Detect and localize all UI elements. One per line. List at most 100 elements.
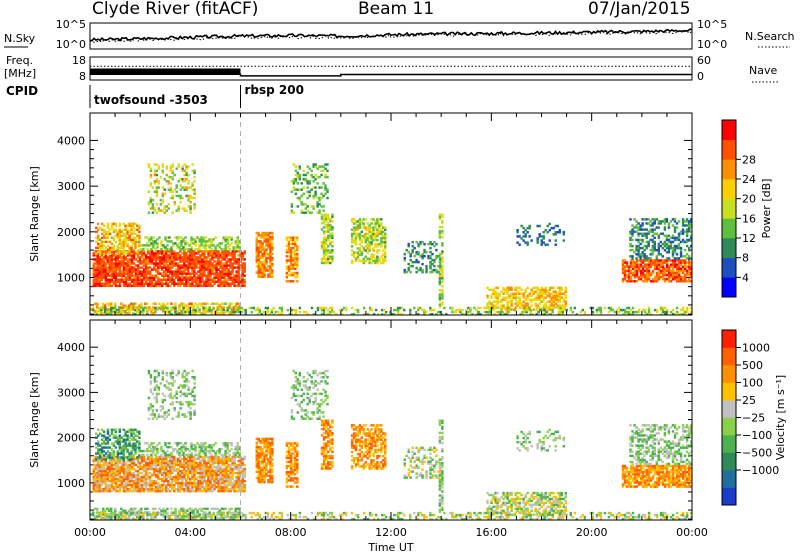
- power-cell: [138, 270, 142, 273]
- power-cell: [263, 250, 266, 253]
- power-cell: [360, 240, 364, 244]
- power-cell: [344, 308, 348, 312]
- power-cell: [241, 276, 244, 279]
- power-cell: [685, 218, 689, 221]
- power-cell: [431, 268, 434, 272]
- velocity-cell: [144, 469, 148, 473]
- power-cell: [193, 180, 196, 183]
- velocity-cell: [169, 461, 172, 465]
- power-cell: [118, 222, 121, 226]
- power-cell: [235, 280, 238, 284]
- power-cell: [675, 265, 679, 268]
- power-cell: [161, 209, 164, 212]
- power-cell: [479, 312, 482, 316]
- power-cell: [122, 306, 125, 310]
- power-cell: [96, 270, 99, 273]
- power-cell: [269, 260, 272, 264]
- power-cell: [421, 270, 424, 274]
- power-cell: [227, 278, 230, 281]
- power-cell: [663, 273, 667, 277]
- power-cell: [193, 268, 196, 271]
- power-cell: [152, 254, 156, 257]
- power-cell: [142, 268, 146, 271]
- power-cell: [635, 273, 639, 277]
- power-cell: [100, 270, 103, 273]
- power-cell: [243, 284, 246, 288]
- power-cell: [429, 246, 432, 250]
- power-cell: [372, 232, 375, 236]
- power-cell: [326, 169, 329, 173]
- power-cell: [469, 306, 472, 310]
- power-cell: [310, 175, 313, 179]
- power-cell: [667, 224, 671, 227]
- velocity-cell: [150, 455, 154, 459]
- power-cell: [334, 312, 338, 316]
- power-cell: [189, 264, 192, 267]
- power-cell: [516, 304, 519, 307]
- power-cell: [287, 248, 291, 252]
- power-cell: [184, 244, 187, 247]
- power-cell: [366, 238, 369, 242]
- power-cell: [499, 306, 502, 310]
- power-cell: [667, 248, 671, 252]
- velocity-cell: [134, 469, 138, 473]
- power-cell: [510, 300, 513, 303]
- power-cell: [217, 250, 220, 253]
- power-cell: [564, 300, 567, 303]
- velocity-cell: [128, 473, 132, 477]
- power-cell: [219, 284, 222, 288]
- power-cell: [138, 278, 142, 281]
- power-cell: [182, 312, 185, 315]
- power-cell: [683, 255, 687, 258]
- power-cell: [653, 228, 656, 231]
- velocity-cell: [181, 475, 184, 479]
- power-cell: [657, 275, 661, 279]
- power-cell: [358, 247, 362, 250]
- power-cell: [92, 274, 95, 277]
- power-cell: [425, 268, 428, 272]
- velocity-cell: [104, 471, 107, 475]
- velocity-cell: [164, 459, 168, 463]
- power-cell: [455, 308, 458, 312]
- velocity-cell: [160, 463, 164, 467]
- velocity-cell: [132, 461, 136, 465]
- power-cell: [112, 262, 116, 265]
- power-cell: [169, 256, 172, 259]
- power-cell: [205, 274, 208, 277]
- power-cell: [285, 267, 289, 271]
- power-cell: [289, 236, 293, 239]
- power-cell: [324, 253, 328, 256]
- power-cell: [153, 163, 157, 166]
- power-cell: [148, 240, 151, 243]
- power-cell: [201, 260, 204, 263]
- power-cell: [169, 262, 172, 265]
- power-cell: [287, 255, 291, 258]
- power-cell: [322, 306, 326, 310]
- power-cell: [298, 175, 301, 179]
- power-cell: [441, 274, 444, 278]
- power-cell: [681, 238, 685, 242]
- power-cell: [629, 255, 632, 258]
- power-cell: [94, 270, 97, 273]
- power-cell: [320, 308, 324, 312]
- power-cell: [102, 274, 105, 277]
- power-cell: [635, 271, 639, 275]
- power-cell: [421, 252, 424, 256]
- power-cell: [233, 250, 236, 253]
- velocity-cell: [120, 479, 124, 483]
- power-cell: [104, 236, 108, 240]
- power-cell: [177, 266, 180, 269]
- power-cell: [126, 266, 130, 269]
- power-cell: [438, 268, 442, 272]
- power-cell: [431, 270, 434, 274]
- power-cell: [199, 268, 202, 271]
- power-cell: [677, 257, 681, 260]
- power-cell: [687, 265, 691, 268]
- power-cell: [557, 312, 560, 316]
- power-cell: [136, 264, 140, 267]
- power-cell: [629, 269, 633, 273]
- velocity-cell: [183, 475, 186, 479]
- power-cell: [203, 260, 206, 263]
- power-cell: [409, 258, 412, 262]
- power-cell: [663, 240, 667, 244]
